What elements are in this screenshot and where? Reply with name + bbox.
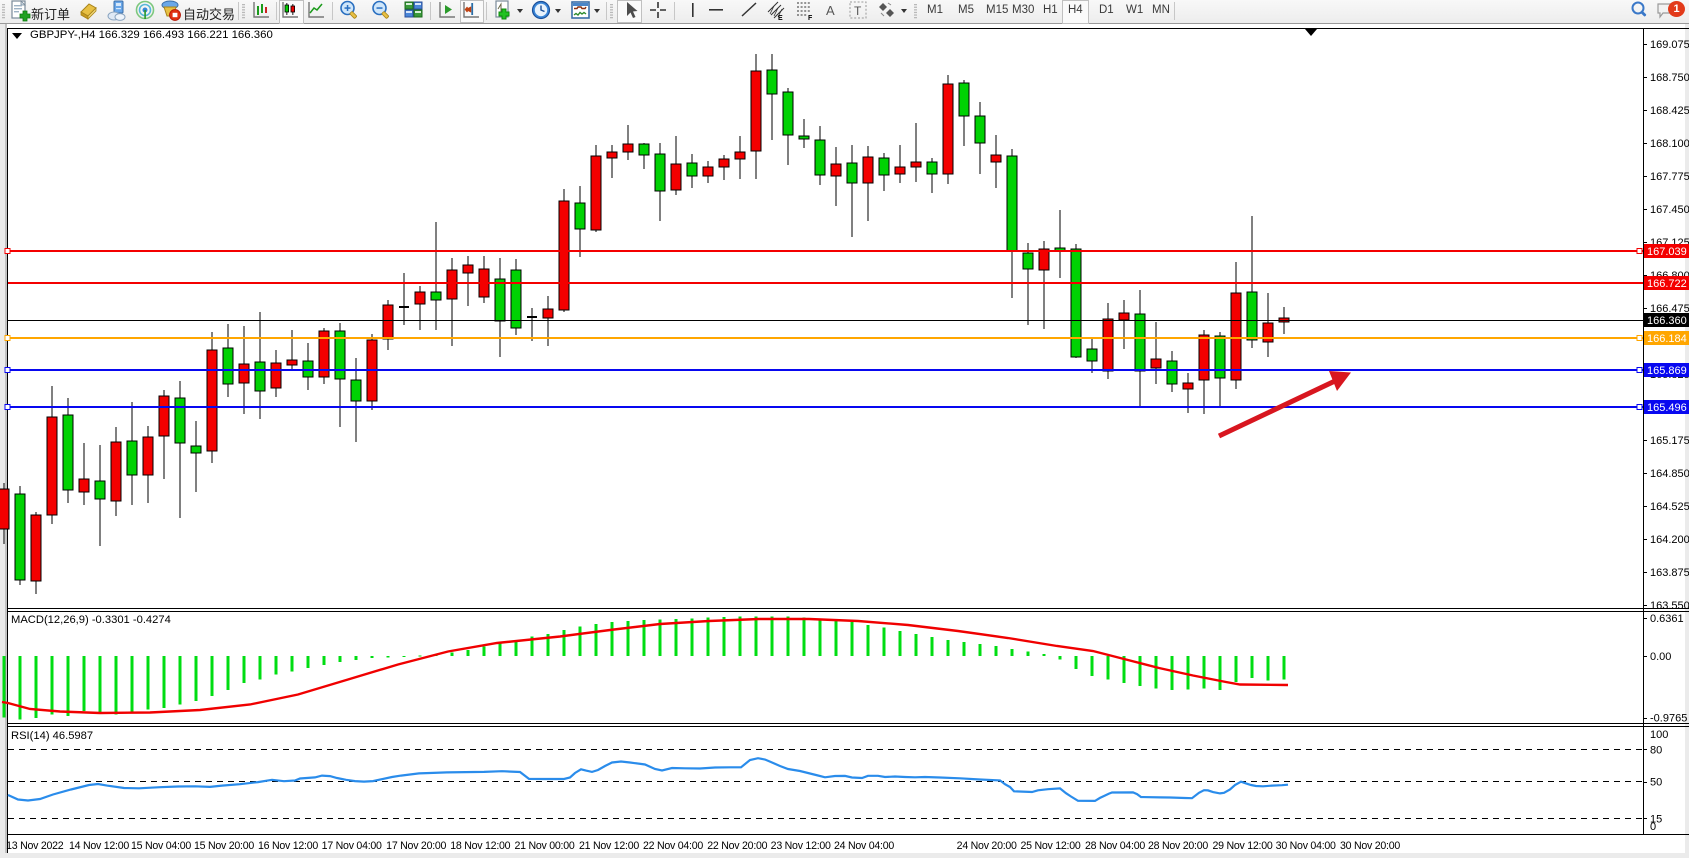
svg-text:0.6361: 0.6361: [1650, 613, 1684, 625]
svg-text:0.00: 0.00: [1650, 651, 1671, 663]
svg-text:-0.9765: -0.9765: [1650, 713, 1687, 725]
svg-text:15 Nov 20:00: 15 Nov 20:00: [194, 840, 254, 852]
svg-text:14 Nov 12:00: 14 Nov 12:00: [69, 840, 129, 852]
svg-text:30 Nov 20:00: 30 Nov 20:00: [1340, 840, 1400, 852]
svg-text:163.875: 163.875: [1650, 567, 1689, 579]
svg-text:17 Nov 20:00: 17 Nov 20:00: [386, 840, 446, 852]
svg-text:16 Nov 12:00: 16 Nov 12:00: [258, 840, 318, 852]
svg-text:24 Nov 20:00: 24 Nov 20:00: [957, 840, 1017, 852]
svg-text:30 Nov 04:00: 30 Nov 04:00: [1276, 840, 1336, 852]
svg-text:168.750: 168.750: [1650, 72, 1689, 84]
svg-text:18 Nov 12:00: 18 Nov 12:00: [450, 840, 510, 852]
svg-text:168.100: 168.100: [1650, 138, 1689, 150]
svg-text:29 Nov 12:00: 29 Nov 12:00: [1212, 840, 1272, 852]
svg-text:13 Nov 2022: 13 Nov 2022: [6, 840, 64, 852]
svg-text:167.450: 167.450: [1650, 204, 1689, 216]
svg-text:166.184: 166.184: [1647, 333, 1687, 345]
svg-text:24 Nov 04:00: 24 Nov 04:00: [834, 840, 894, 852]
svg-text:T: T: [854, 4, 862, 18]
svg-text:166.722: 166.722: [1647, 278, 1687, 290]
svg-text:50: 50: [1650, 777, 1662, 789]
svg-text:MACD(12,26,9) -0.3301 -0.4274: MACD(12,26,9) -0.3301 -0.4274: [11, 614, 171, 626]
svg-text:164.200: 164.200: [1650, 534, 1689, 546]
svg-text:164.525: 164.525: [1650, 501, 1689, 513]
svg-text:0: 0: [1650, 821, 1656, 833]
svg-text:15: 15: [1650, 814, 1662, 826]
svg-text:167.775: 167.775: [1650, 171, 1689, 183]
svg-text:GBPJPY-,H4 166.329 166.493 16: GBPJPY-,H4 166.329 166.493 166.221 166.3…: [30, 29, 273, 41]
svg-text:28 Nov 20:00: 28 Nov 20:00: [1148, 840, 1208, 852]
svg-text:E: E: [778, 15, 783, 22]
svg-text:164.850: 164.850: [1650, 468, 1689, 480]
svg-text:165.175: 165.175: [1650, 435, 1689, 447]
svg-text:100: 100: [1650, 729, 1668, 741]
svg-text:RSI(14) 46.5987: RSI(14) 46.5987: [11, 730, 93, 742]
svg-text:17 Nov 04:00: 17 Nov 04:00: [322, 840, 382, 852]
svg-text:28 Nov 04:00: 28 Nov 04:00: [1085, 840, 1145, 852]
svg-text:168.425: 168.425: [1650, 105, 1689, 117]
svg-text:23 Nov 12:00: 23 Nov 12:00: [771, 840, 831, 852]
svg-text:80: 80: [1650, 744, 1662, 756]
svg-text:22 Nov 04:00: 22 Nov 04:00: [643, 840, 703, 852]
svg-text:165.496: 165.496: [1647, 402, 1687, 414]
svg-text:166.360: 166.360: [1647, 315, 1687, 327]
svg-text:21 Nov 00:00: 21 Nov 00:00: [514, 840, 574, 852]
svg-text:25 Nov 12:00: 25 Nov 12:00: [1020, 840, 1080, 852]
svg-text:15 Nov 04:00: 15 Nov 04:00: [131, 840, 191, 852]
svg-text:166.475: 166.475: [1650, 303, 1689, 315]
svg-text:167.039: 167.039: [1647, 246, 1687, 258]
svg-text:F: F: [808, 15, 813, 22]
svg-text:22 Nov 20:00: 22 Nov 20:00: [707, 840, 767, 852]
svg-text:169.075: 169.075: [1650, 39, 1689, 51]
svg-text:163.550: 163.550: [1650, 600, 1689, 612]
svg-text:165.869: 165.869: [1647, 365, 1687, 377]
svg-text:21 Nov 12:00: 21 Nov 12:00: [579, 840, 639, 852]
